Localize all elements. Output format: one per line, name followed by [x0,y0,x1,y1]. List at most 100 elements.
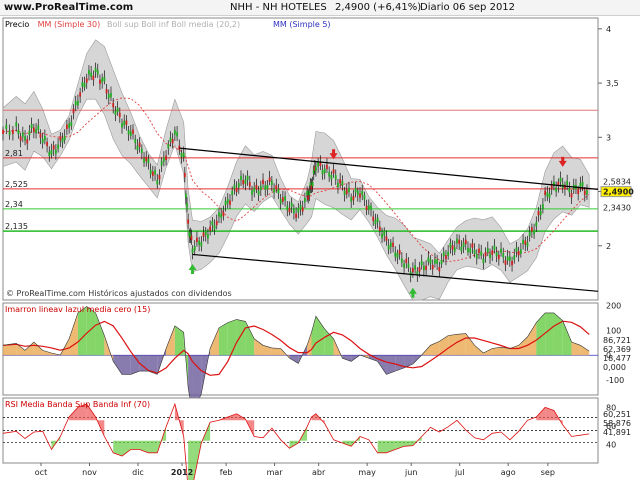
candle-body [311,182,314,187]
candle-body [224,200,227,206]
oscillator-area [562,320,572,356]
candle-body [286,205,289,211]
candle-body [19,136,22,141]
x-tick-may: may [358,468,376,477]
candle-body [57,144,59,149]
candle-body [334,175,337,180]
osc-y-tick-1: 100 [606,326,621,335]
candle-body [83,83,86,88]
candle-body [337,182,339,188]
candle-body [99,79,101,84]
candle-body [158,174,161,180]
candle-body [405,258,408,264]
candle-body [345,189,348,195]
candle-body [198,240,201,245]
candle-body [500,248,502,254]
candle-body [361,190,364,196]
price-y-tick-1: 3,5 [606,79,619,88]
candle-body [90,72,93,77]
candle-body [372,216,375,222]
candle-body [92,75,95,80]
arrow-up-2-icon [408,287,417,298]
candle-body [513,255,516,260]
candle-body [570,193,573,198]
oscillator-area [86,306,96,356]
candle-body [270,180,273,185]
price-legend-3: MM (Simple 5) [273,20,331,29]
x-tick-jul: jul [454,468,465,477]
candle-body [229,200,231,205]
candle-body [370,205,372,211]
candle-body [313,166,316,171]
candle-body [118,112,121,118]
rsi-legend: RSI Media Banda Sup Banda Inf (70) [5,400,150,409]
candle-body [262,179,264,185]
candle-body [257,190,260,195]
candle-body [207,234,209,239]
oscillator-area [122,355,131,375]
arrow-up-0-icon [188,263,197,274]
candle-body [478,248,480,253]
candle-body [189,233,192,239]
candle-body [502,253,505,258]
rsi-oversold-area [122,440,131,457]
oscillator-area [210,327,219,356]
candle-body [149,169,152,175]
candle-body [445,255,447,260]
site-name[interactable]: www.ProRealTime.com [4,2,134,13]
rsi-oversold-area [289,440,299,449]
candle-body [449,242,452,248]
osc-right-label-1: 62,369 [603,345,631,354]
candle-body [381,233,383,239]
oscillator-area [456,333,466,356]
candle-body [539,210,542,216]
rsi-y-tick-2: 40 [606,440,616,449]
candle-body [151,171,154,176]
candle-body [88,70,90,75]
candle-body [125,120,128,125]
candle-body [453,247,456,252]
candle-body [310,185,313,190]
candle-body [542,204,544,209]
candle-body [517,250,520,256]
osc-right-label-2: 18,477 [603,354,631,363]
candle-body [140,148,143,153]
candle-body [546,192,549,197]
price-y-tick-4: 2 [606,242,611,251]
candle-body [187,219,190,224]
candle-body [145,156,148,162]
last-quote: 2,4900 (+6,41%) [335,2,422,13]
oscillator-area [545,312,554,356]
candle-body [317,162,320,167]
candle-body [292,208,295,214]
candle-body [480,251,483,256]
candle-body [186,203,188,208]
candle-body [389,242,392,247]
rsi-oversold-area [113,440,122,457]
candle-body [246,175,249,181]
rsi-right-label-1: 58,876 [603,419,631,428]
oscillator-area [77,306,87,356]
oscillator-area [148,355,158,375]
x-tick-mar: mar [267,468,284,477]
candle-body [110,92,112,98]
x-tick-feb: feb [220,468,233,477]
candle-body [268,177,271,182]
candle-body [339,179,342,184]
candle-body [190,235,193,241]
candle-body [169,137,172,142]
oscillator-area [271,347,281,356]
candle-body [288,207,291,213]
candle-body [392,242,394,247]
candle-body [248,182,251,187]
oscillator-area [571,342,581,356]
candle-body [156,180,159,185]
candle-body [548,193,551,198]
price-right-label-1: 2,4900 [603,188,634,197]
price-y-tick-2: 3 [606,133,611,142]
osc-right-label-3: 0,000 [603,363,626,372]
candle-body [116,107,119,113]
chart-header: www.ProRealTime.com NHH - NH HOTELES 2,4… [0,0,640,16]
candle-body [497,254,500,260]
